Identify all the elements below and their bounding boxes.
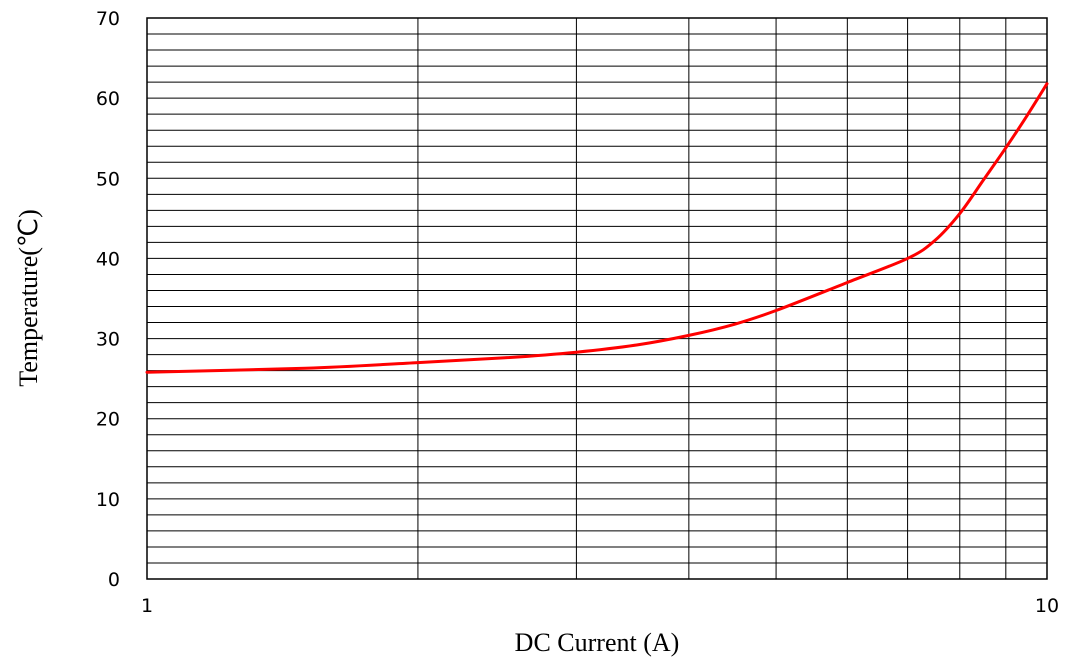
x-tick-label: 10 bbox=[1035, 595, 1059, 617]
y-axis-title: Temperature(℃) bbox=[14, 209, 43, 387]
y-tick-label: 20 bbox=[96, 409, 120, 431]
y-tick-label: 40 bbox=[96, 248, 120, 270]
y-tick-label: 10 bbox=[96, 489, 120, 511]
x-axis-title: DC Current (A) bbox=[515, 628, 680, 657]
grid-layer bbox=[147, 18, 1047, 579]
y-tick-label: 70 bbox=[96, 8, 120, 30]
temperature-series-line bbox=[145, 82, 1049, 374]
y-tick-label: 30 bbox=[96, 329, 120, 351]
series-layer bbox=[145, 82, 1049, 374]
x-tick-labels: 1 10 bbox=[141, 595, 1059, 617]
x-tick-label: 1 bbox=[141, 595, 153, 617]
y-tick-label: 0 bbox=[108, 569, 120, 591]
plot-frame bbox=[146, 17, 1048, 580]
y-tick-label: 60 bbox=[96, 88, 120, 110]
y-tick-labels: 0 10 20 30 40 50 60 70 bbox=[96, 8, 120, 591]
y-tick-label: 50 bbox=[96, 168, 120, 190]
